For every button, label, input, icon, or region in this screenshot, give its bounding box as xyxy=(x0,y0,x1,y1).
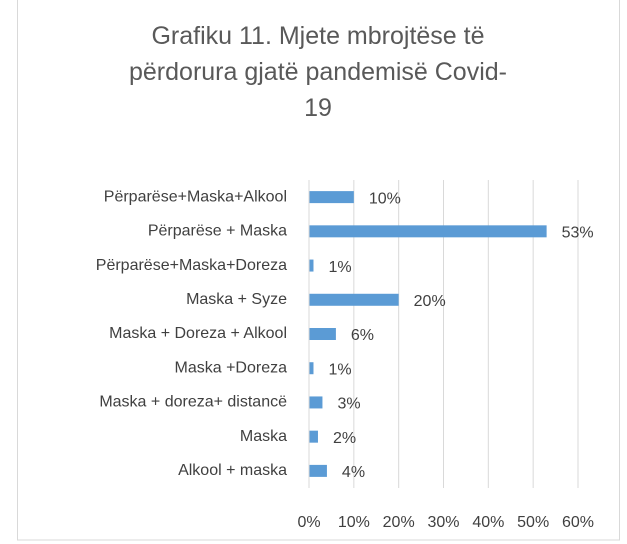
y-tick-label: Maska + Syze xyxy=(186,291,287,308)
bar xyxy=(309,259,314,272)
value-label: 6% xyxy=(351,327,374,344)
y-tick-label: Maska +Doreza xyxy=(175,359,288,376)
bar xyxy=(309,362,314,375)
value-label: 53% xyxy=(562,225,594,242)
bar xyxy=(309,396,323,409)
bar xyxy=(309,191,354,204)
y-tick-label: Përparëse+Maska+Doreza xyxy=(96,257,287,274)
y-tick-label: Maska + Doreza + Alkool xyxy=(109,325,287,342)
bar xyxy=(309,464,327,477)
x-tick-label: 30% xyxy=(427,514,459,531)
x-tick-label: 0% xyxy=(297,514,320,531)
x-tick-label: 50% xyxy=(517,514,549,531)
x-tick-label: 40% xyxy=(472,514,504,531)
value-label: 20% xyxy=(414,293,446,310)
y-tick-label: Përparëse+Maska+Alkool xyxy=(104,188,287,205)
bar xyxy=(309,293,399,306)
value-label: 3% xyxy=(337,396,360,413)
x-tick-label: 20% xyxy=(383,514,415,531)
y-tick-label: Maska xyxy=(240,428,287,445)
value-label: 1% xyxy=(328,361,351,378)
chart-title: Grafiku 11. Mjete mbrojtëse të përdorura… xyxy=(129,22,507,122)
value-label: 2% xyxy=(333,430,356,447)
bar xyxy=(309,225,547,238)
value-label: 10% xyxy=(369,190,401,207)
bar xyxy=(309,430,318,443)
bar xyxy=(309,328,336,340)
y-tick-label: Përparëse + Maska xyxy=(148,223,287,240)
chart-border xyxy=(17,0,620,541)
value-label: 1% xyxy=(328,259,351,276)
x-tick-label: 10% xyxy=(338,514,370,531)
y-tick-label: Alkool + maska xyxy=(178,462,287,479)
x-tick-label: 60% xyxy=(562,514,594,531)
y-tick-label: Maska + doreza+ distancë xyxy=(99,394,287,411)
value-label: 4% xyxy=(342,464,365,481)
